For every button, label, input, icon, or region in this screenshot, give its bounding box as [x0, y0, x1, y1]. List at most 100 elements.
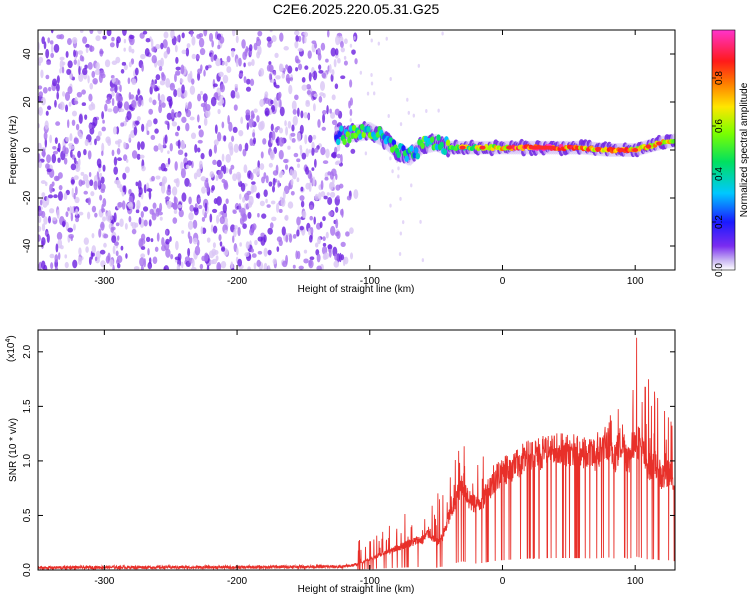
spectrogram-noise-point: [421, 258, 425, 263]
spectrogram-noise-point: [328, 181, 334, 191]
spectrogram-noise-point: [350, 148, 356, 154]
spectrogram-noise-point: [256, 259, 261, 267]
spectrogram-noise-point: [152, 99, 157, 106]
spectrogram-noise-point: [95, 135, 101, 142]
spectrogram-noise-point: [300, 200, 305, 208]
spectrogram-noise-point: [214, 92, 219, 98]
spectrogram-noise-point: [349, 227, 354, 234]
spectrogram-noise-point: [311, 141, 315, 150]
spectrogram-noise-point: [267, 227, 273, 235]
spectrogram-noise-point: [340, 153, 343, 164]
spectrogram-noise-point: [138, 216, 142, 225]
spectrogram-signal-peak: [618, 148, 625, 152]
spectrogram-noise-point: [208, 32, 214, 42]
spectrogram-noise-point: [84, 114, 88, 120]
spectrogram-noise-point: [227, 115, 230, 125]
spectrogram-noise-point: [146, 188, 153, 192]
spectrogram-noise-point: [231, 50, 235, 58]
spectrogram-noise-point: [124, 223, 128, 230]
spectrogram-noise-point: [349, 118, 352, 123]
spectrogram-noise-point: [131, 78, 137, 86]
spectrogram-noise-point: [163, 31, 169, 39]
spectrogram-noise-point: [292, 115, 298, 126]
spectrogram-noise-point: [112, 264, 115, 270]
spectrogram-noise-point: [62, 91, 66, 97]
spectrogram-noise-point: [160, 57, 164, 67]
spectrogram-noise-point: [111, 36, 115, 42]
spectrogram-noise-point: [294, 40, 299, 49]
spectrogram-noise-point: [177, 139, 181, 149]
spectrogram-noise-point: [148, 190, 152, 200]
spectrogram-noise-point: [145, 236, 151, 243]
spectrogram-noise-point: [303, 258, 309, 264]
spectrogram-noise-point: [353, 36, 356, 41]
spectrogram-noise-point: [251, 184, 257, 193]
spectrogram-noise-point: [210, 53, 214, 63]
spectrogram-noise-point: [326, 30, 330, 38]
spectrogram-signal-point: [353, 132, 358, 139]
spectrogram-noise-point: [110, 226, 114, 233]
spectrogram-noise-point: [78, 66, 81, 76]
spectrogram-noise-point: [103, 242, 107, 248]
spectrogram-noise-point: [53, 43, 60, 53]
spectrogram-signal-point: [672, 138, 675, 144]
spectrogram-noise-point: [343, 60, 348, 66]
spectrogram-noise-point: [189, 116, 195, 121]
spectrogram-noise-point: [47, 86, 52, 92]
spectrogram-noise-point: [399, 231, 403, 236]
spectrogram-noise-point: [45, 163, 50, 170]
spectrogram-noise-point: [268, 162, 273, 168]
spectrogram-noise-point: [64, 254, 68, 259]
spectrogram-noise-point: [288, 182, 291, 190]
spectrogram-noise-point: [328, 211, 334, 217]
spectrogram-noise-point: [122, 172, 127, 180]
spectrogram-noise-point: [319, 81, 326, 91]
spectrogram-noise-point: [296, 229, 300, 237]
spectrogram-noise-point: [272, 177, 276, 186]
spectrogram-noise-point: [304, 65, 309, 70]
spectrogram-noise-point: [399, 122, 403, 127]
spectrogram-noise-point: [269, 79, 275, 83]
spectrogram-noise-point: [235, 58, 239, 68]
spectrogram-noise-point: [226, 55, 231, 63]
spectrogram-noise-point: [317, 236, 322, 245]
spectrogram-noise-point: [257, 160, 260, 170]
spectrogram-noise-point: [293, 152, 299, 158]
spectrogram-noise-point: [128, 202, 134, 210]
spectrogram-noise-point: [47, 215, 51, 224]
spectrogram-noise-point: [389, 203, 392, 208]
spectrogram-noise-point: [160, 42, 164, 50]
spectrogram-noise-point: [326, 192, 330, 196]
spectrogram-noise-point: [211, 184, 215, 191]
spectrogram-noise-point: [94, 69, 101, 76]
spectrogram-noise-point: [99, 249, 106, 255]
spectrogram-noise-point: [197, 114, 200, 123]
spectrogram-noise-point: [139, 257, 145, 267]
spectrogram-noise-point: [335, 173, 338, 180]
spectrogram-noise-point: [303, 249, 308, 254]
spectrogram-noise-point: [185, 109, 192, 118]
spectrogram-noise-point: [111, 60, 118, 66]
spectrogram-noise-point: [178, 209, 184, 218]
spectrogram-noise-point: [180, 64, 185, 75]
spectrogram-noise-point: [266, 204, 271, 208]
spectrogram-noise-point: [102, 35, 107, 40]
spectrogram-noise-point: [336, 195, 340, 200]
spectrogram-signal-point: [396, 151, 401, 159]
spectrogram-noise-point: [334, 161, 340, 166]
spectrogram-noise-point: [65, 211, 69, 218]
spectrogram-noise-point: [306, 90, 312, 95]
spectrogram-noise-point: [73, 59, 77, 65]
spectrogram-noise-point: [258, 121, 264, 131]
spectrogram-noise-point: [257, 250, 263, 255]
spectrogram-y-tick-label: 0: [22, 147, 33, 153]
spectrogram-signal-point: [342, 138, 347, 146]
spectrogram-signal-point: [351, 124, 357, 132]
spectrogram-noise-point: [50, 30, 54, 34]
spectrogram-noise-point: [122, 30, 127, 36]
spectrogram-noise-point: [198, 204, 203, 209]
spectrogram-noise-point: [238, 73, 244, 77]
spectrogram-noise-point: [278, 149, 284, 160]
spectrogram-noise-point: [198, 129, 204, 138]
spectrogram-noise-point: [304, 36, 307, 44]
